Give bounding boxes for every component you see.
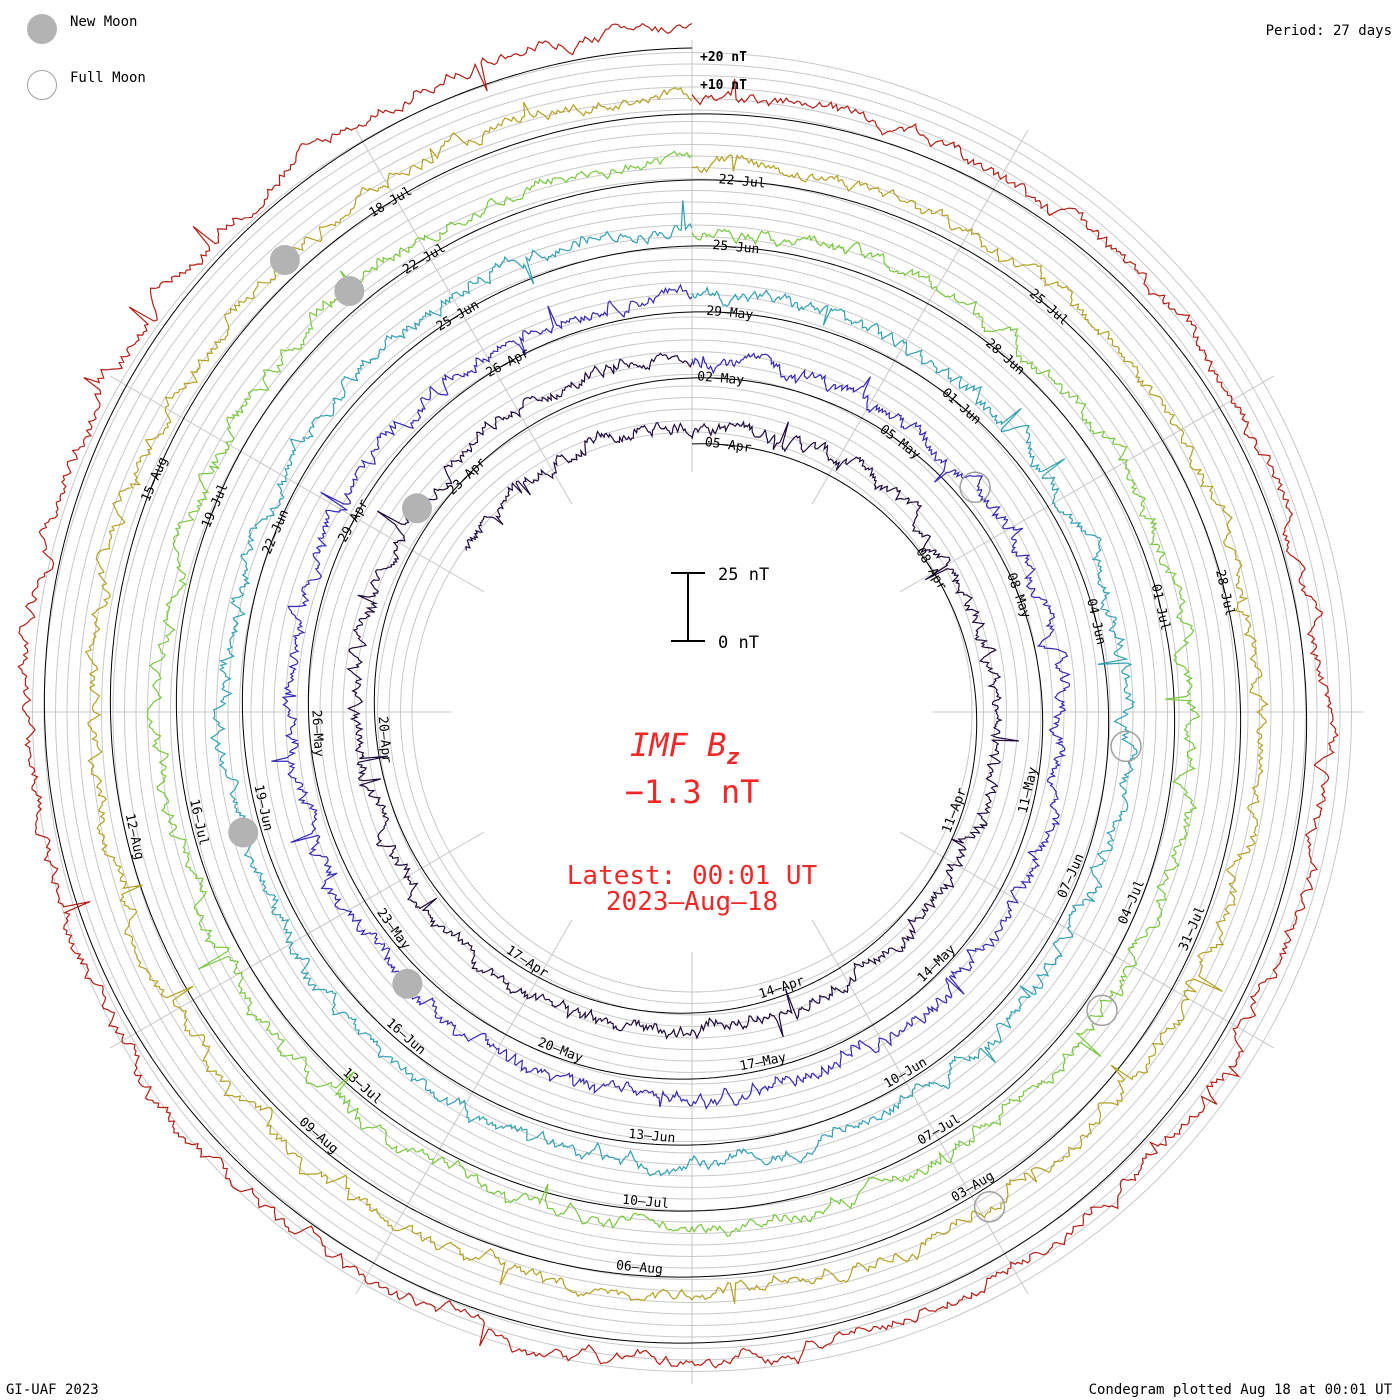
scale-label-plus20: +20 nT xyxy=(700,50,747,65)
grid-spoke xyxy=(811,129,1029,505)
date-label: 13–Jun xyxy=(628,1127,676,1146)
date-label: 12–Aug xyxy=(122,812,147,861)
date-label: 08–Apr xyxy=(912,545,949,593)
grid-ring xyxy=(354,374,1030,1050)
grid-ring xyxy=(388,408,996,1016)
full-moon-icon xyxy=(1110,730,1142,763)
scale-bar: 25 nT 0 nT xyxy=(671,565,769,653)
series-trace-1 xyxy=(346,352,1019,1040)
grid-spoke xyxy=(109,375,485,593)
date-label: 05–May xyxy=(877,422,923,463)
date-label: 28–Jul xyxy=(1212,568,1237,617)
latest-time: Latest: 00:01 UT xyxy=(567,861,818,891)
date-label: 11–Apr xyxy=(940,786,971,835)
full-moon-icon xyxy=(973,1190,1006,1223)
grid-spoke xyxy=(811,919,1029,1295)
date-label: 22–Jul xyxy=(400,241,448,278)
date-label: 16–Jul xyxy=(186,798,211,847)
plotted-label: Condegram plotted Aug 18 at 00:01 UT xyxy=(1088,1382,1392,1398)
date-label: 09–Aug xyxy=(296,1115,341,1157)
grid-spoke xyxy=(899,831,1275,1049)
legend-full-moon-label: Full Moon xyxy=(70,70,146,86)
date-label: 29–Apr xyxy=(336,497,372,545)
series-trace-2 xyxy=(271,283,1071,1110)
date-label: 26–May xyxy=(308,710,326,758)
period-label: Period: 27 days xyxy=(1265,23,1392,39)
chart-title: IMF Bz xyxy=(630,726,740,770)
date-label: 07–Jun xyxy=(1055,852,1087,901)
credit-label: GI-UAF 2023 xyxy=(6,1382,99,1398)
new-moon-icon xyxy=(334,276,365,306)
date-label: 17–May xyxy=(738,1050,787,1074)
new-moon-icon xyxy=(27,14,57,44)
date-label: 11–May xyxy=(1016,765,1041,814)
traces-layer xyxy=(17,22,1339,1369)
full-moon-icon xyxy=(1086,994,1118,1027)
date-label: 04–Jul xyxy=(1116,878,1148,927)
full-moon-icon xyxy=(27,70,57,100)
date-label: 16–Jun xyxy=(383,1016,428,1058)
series-trace-6 xyxy=(17,22,1339,1369)
date-label: 06–Aug xyxy=(615,1258,663,1277)
full-moon-icon xyxy=(959,471,991,504)
current-value: −1.3 nT xyxy=(625,773,760,811)
grid-ring xyxy=(377,397,1007,1027)
date-label: 03–Aug xyxy=(949,1169,997,1206)
scale-bar-top-label: 25 nT xyxy=(718,565,769,585)
date-label: 20–May xyxy=(536,1035,585,1066)
scale-label-plus10: +10 nT xyxy=(700,78,747,93)
series-trace-4 xyxy=(146,150,1201,1237)
date-label: 02–May xyxy=(697,369,745,388)
date-label: 29–May xyxy=(706,304,754,323)
date-label: 25–Jun xyxy=(712,238,760,257)
chart-title-subscript: z xyxy=(726,745,739,770)
date-label: 04–Jun xyxy=(1083,597,1108,646)
date-label: 14–Apr xyxy=(757,974,806,1003)
date-label: 17–Apr xyxy=(503,943,551,981)
series-trace-5 xyxy=(84,87,1269,1304)
chart-title-main: IMF B xyxy=(630,726,726,764)
date-label: 10–Jul xyxy=(622,1193,670,1212)
grid-spoke xyxy=(355,129,573,505)
grid-spoke xyxy=(899,375,1275,593)
date-label: 05–Apr xyxy=(704,435,753,456)
grid-layer xyxy=(20,40,1364,1384)
new-moon-icon xyxy=(269,245,300,275)
new-moon-icon xyxy=(392,968,423,999)
zero-reference-spiral xyxy=(43,47,1308,1344)
latest-date: 2023–Aug–18 xyxy=(606,887,778,917)
date-label: 20–Apr xyxy=(375,716,394,764)
grid-spoke xyxy=(355,919,573,1295)
new-moon-icon xyxy=(228,817,259,848)
date-label: 01–Jul xyxy=(1148,583,1173,632)
date-label: 25–Jul xyxy=(1026,286,1071,328)
date-label: 07–Jul xyxy=(915,1112,963,1149)
date-label: 22–Jul xyxy=(718,172,766,191)
moon-markers xyxy=(228,245,1142,1223)
series-trace-3 xyxy=(210,200,1138,1177)
legend-new-moon-label: New Moon xyxy=(70,14,138,30)
new-moon-icon xyxy=(402,493,432,524)
scale-bar-bottom-label: 0 nT xyxy=(718,633,759,653)
date-label: 15–Aug xyxy=(139,455,171,504)
